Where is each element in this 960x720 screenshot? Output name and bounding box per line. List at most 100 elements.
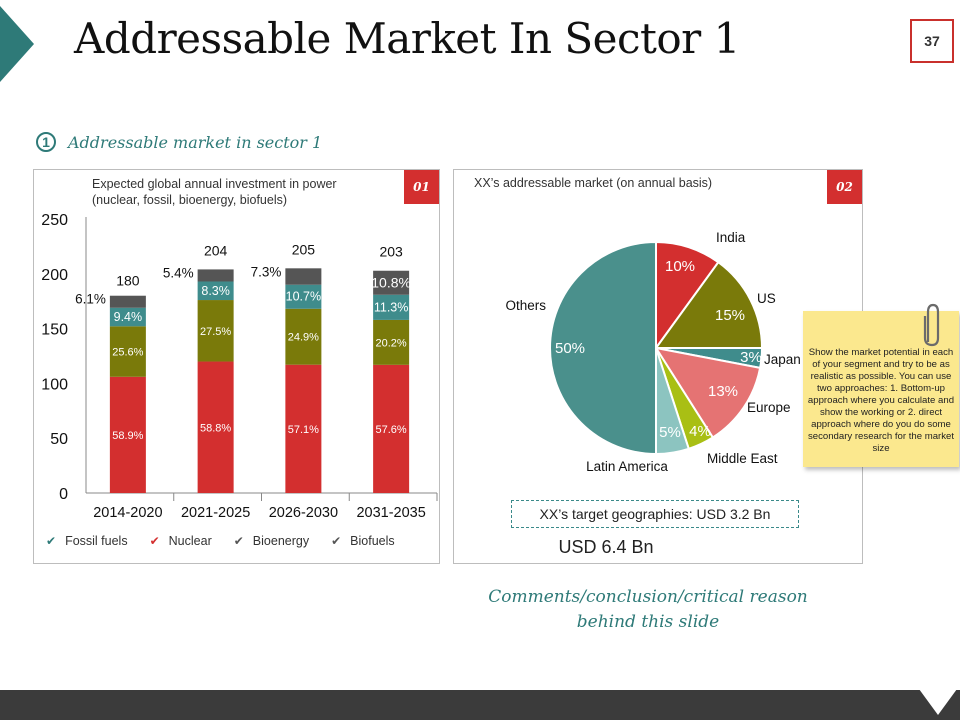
pie-category-label: Middle East xyxy=(707,451,778,466)
legend-item: ✔ Nuclear xyxy=(150,534,212,548)
pie-category-label: Others xyxy=(505,298,546,313)
pie-category-label: Latin America xyxy=(586,459,668,474)
bar-segment-nuclear xyxy=(285,308,322,365)
x-tick-label: 2031-2035 xyxy=(356,505,425,521)
market-total: USD 6.4 Bn xyxy=(558,537,654,557)
bar-segment-bioenergy xyxy=(109,307,146,327)
conclusion-line1: Comments/conclusion/critical reason xyxy=(488,587,808,607)
y-tick-label: 150 xyxy=(41,322,68,339)
bar-segment-bioenergy xyxy=(285,284,322,309)
bar-value-label: 9.4% xyxy=(114,310,143,324)
y-tick-label: 100 xyxy=(41,376,68,393)
bar-segment-biofuels xyxy=(373,270,410,295)
conclusion-text: Comments/conclusion/critical reason behi… xyxy=(462,585,834,635)
legend-label: Bioenergy xyxy=(252,534,310,548)
pie-value-label: 15% xyxy=(715,307,745,324)
bar-value-label: 27.5% xyxy=(200,326,231,338)
pie-slice-others xyxy=(549,240,657,456)
pie-category-label: India xyxy=(716,230,746,245)
page-number: 37 xyxy=(910,19,954,63)
bar-value-label: 57.1% xyxy=(288,424,319,436)
pie-value-label: 3% xyxy=(740,349,762,366)
conclusion-line2: behind this slide xyxy=(576,612,720,632)
pie-value-label: 50% xyxy=(555,340,585,357)
bar-value-label: 58.9% xyxy=(112,430,143,442)
bar-chart-title-line2: (nuclear, fossil, bioenergy, biofuels) xyxy=(92,193,288,207)
panel-badge-02: 02 xyxy=(827,170,862,204)
bar-value-label: 11.3% xyxy=(374,300,409,314)
bar-value-label: 8.3% xyxy=(201,284,230,298)
footer-bar xyxy=(0,690,960,720)
bar-value-label: 24.9% xyxy=(288,332,319,344)
pie-category-label: US xyxy=(757,291,776,306)
bar-segment-nuclear xyxy=(373,319,410,365)
bar-value-label: 57.6% xyxy=(376,424,407,436)
legend-label: Nuclear xyxy=(168,534,212,548)
bar-total-label: 205 xyxy=(292,241,316,257)
x-tick-label: 2014-2020 xyxy=(93,505,162,521)
pie-value-label: 10% xyxy=(665,258,695,275)
bar-segment-biofuels xyxy=(285,268,322,285)
pie-chart-title: XX’s addressable market (on annual basis… xyxy=(474,176,713,190)
panel-badge-01: 01 xyxy=(404,170,439,204)
addressable-market-panel: XX’s addressable market (on annual basis… xyxy=(453,169,863,564)
bar-segment-biofuels xyxy=(109,295,146,308)
subtitle-number: 1 xyxy=(36,132,56,152)
check-icon: ✔ xyxy=(331,534,342,548)
bar-value-label: 10.8% xyxy=(371,275,411,291)
bar-value-label: 7.3% xyxy=(251,264,282,279)
bar-segment-nuclear xyxy=(197,300,234,362)
y-tick-label: 0 xyxy=(59,486,68,503)
y-tick-label: 200 xyxy=(41,267,68,284)
x-tick-label: 2021-2025 xyxy=(181,505,250,521)
check-icon: ✔ xyxy=(46,534,57,548)
stacked-bar-chart: 0 50 100 150 200 250 2014-2020 58.9% 25.6% 9.4% 6.… xyxy=(41,212,438,521)
legend-item: ✔ Biofuels xyxy=(331,534,395,548)
subtitle: Addressable market in sector 1 xyxy=(68,133,323,152)
bar-value-label: 5.4% xyxy=(163,265,194,280)
bar-segment-bioenergy xyxy=(197,281,234,301)
bar-value-label: 20.2% xyxy=(376,337,407,349)
bar-total-label: 203 xyxy=(379,244,403,260)
target-geographies-box: XX’s target geographies: USD 3.2 Bn xyxy=(511,500,799,528)
x-tick-label: 2026-2030 xyxy=(269,505,338,521)
bar-chart-legend: ✔ Fossil fuels ✔ Nuclear ✔ Bioenergy ✔ Biofuels xyxy=(46,534,417,548)
y-tick-label: 50 xyxy=(50,431,68,448)
bar-chart-title: Expected global annual investment in pow… xyxy=(92,176,392,208)
pie-category-label: Europe xyxy=(747,400,791,415)
bar-total-label: 180 xyxy=(116,273,140,289)
bar-value-label: 25.6% xyxy=(112,347,143,359)
investment-chart-panel: Expected global annual investment in pow… xyxy=(33,169,440,564)
bar-total-label: 204 xyxy=(204,242,228,258)
bar-chart-title-line1: Expected global annual investment in pow… xyxy=(92,177,337,191)
pie-chart: 10% India 15% US 3% Japan 13% Europe 4% Middle Ea… xyxy=(505,230,801,474)
footer-notch xyxy=(919,689,957,715)
pie-value-label: 4% xyxy=(689,423,711,440)
bar-segment-fossil-fuels xyxy=(373,364,410,493)
corner-accent xyxy=(0,6,34,82)
pie-value-label: 5% xyxy=(659,424,681,441)
paperclip-icon xyxy=(923,303,940,347)
legend-label: Fossil fuels xyxy=(65,534,128,548)
legend-item: ✔ Fossil fuels xyxy=(46,534,128,548)
bar-segment-bioenergy xyxy=(373,294,410,320)
y-tick-label: 250 xyxy=(41,212,68,229)
bar-value-label: 6.1% xyxy=(75,292,106,307)
bar-segment-fossil-fuels xyxy=(109,376,146,493)
bar-value-label: 10.7% xyxy=(286,290,321,304)
check-icon: ✔ xyxy=(149,534,160,548)
bar-segment-nuclear xyxy=(109,326,146,377)
sticky-note: Show the market potential in each of you… xyxy=(803,311,959,467)
bar-segment-biofuels xyxy=(197,269,234,282)
bar-value-label: 58.8% xyxy=(200,422,231,434)
pie-slice-us xyxy=(654,260,764,349)
page-title: Addressable Market In Sector 1 xyxy=(74,14,740,63)
pie-value-label: 13% xyxy=(708,383,738,400)
check-icon: ✔ xyxy=(233,534,244,548)
bar-segment-fossil-fuels xyxy=(197,361,234,493)
bar-segment-fossil-fuels xyxy=(285,364,322,493)
pie-category-label: Japan xyxy=(764,352,801,367)
pie-slice-europe xyxy=(653,346,762,439)
legend-label: Biofuels xyxy=(350,534,395,548)
legend-item: ✔ Bioenergy xyxy=(234,534,309,548)
